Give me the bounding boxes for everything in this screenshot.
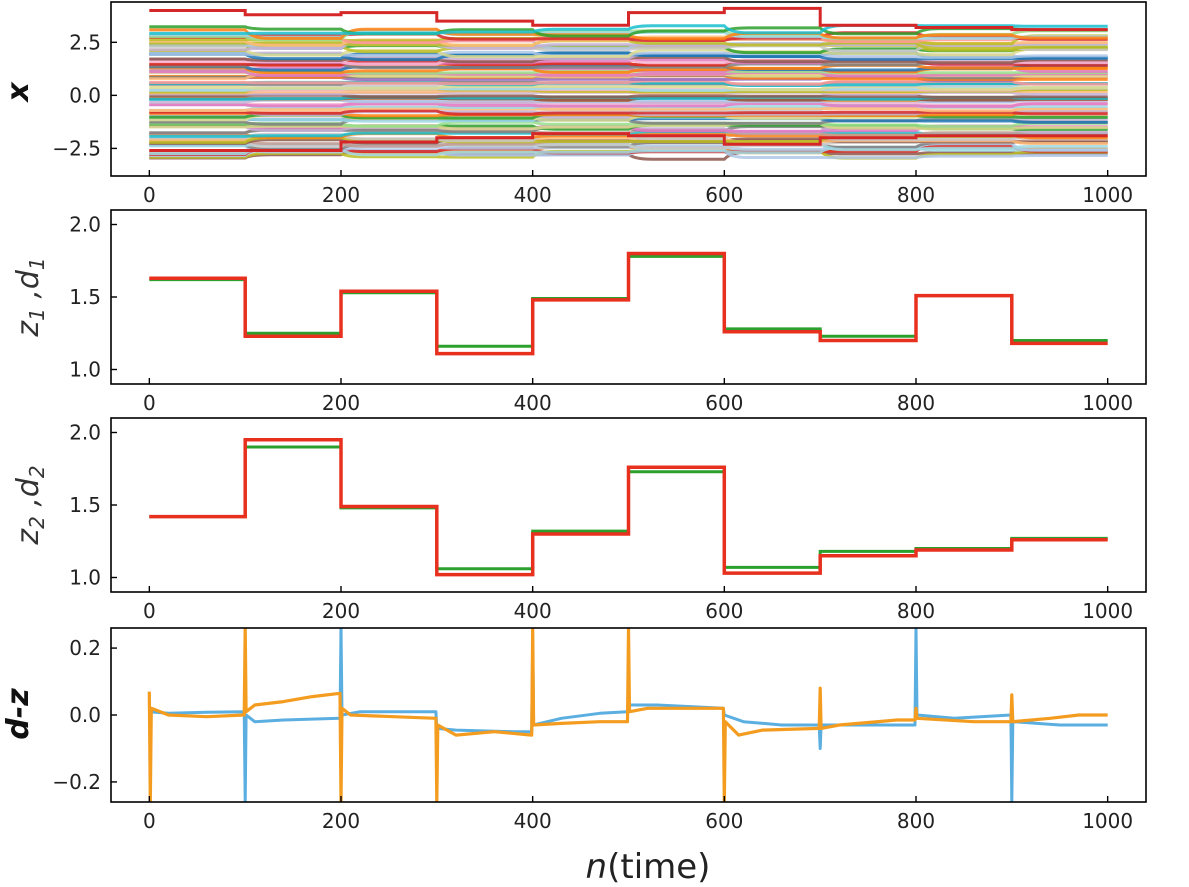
tick-group: 0 200 400 600 800 1000 −2.5 0.0 2.5: [52, 30, 1133, 207]
state-trajectory: [149, 109, 1108, 116]
x-tick-label: 0: [143, 183, 156, 207]
x-tick-label: 200: [322, 599, 360, 623]
z2-series-group: [149, 438, 1108, 577]
x-tick-label: 1000: [1082, 809, 1133, 833]
panel-d-minus-z: 0 200 400 600 800 1000 −0.2 0.0 0.2 d-z n(time): [1, 627, 1147, 887]
panel-x: 0 200 400 600 800 1000 −2.5 0.0 2.5 x: [1, 1, 1147, 207]
x-tick-label: 0: [143, 391, 156, 415]
state-trajectory: [149, 122, 1108, 131]
tick-group: 0 200 400 600 800 1000 −0.2 0.0 0.2: [52, 636, 1133, 833]
axes-frame: [110, 1, 1147, 177]
state-trajectory: [149, 106, 1108, 113]
x-tick-label: 0: [143, 599, 156, 623]
x-tick-label: 600: [705, 599, 743, 623]
y-tick-label: 0.2: [69, 636, 101, 660]
x-axis-label: n(time): [586, 847, 711, 887]
series-d1: [149, 251, 1108, 356]
y-tick-label: 1.5: [69, 493, 101, 517]
x-tick-label: 1000: [1082, 599, 1133, 623]
y-tick-label: 0.0: [69, 83, 101, 107]
x-tick-label: 600: [705, 391, 743, 415]
x-tick-label: 1000: [1082, 391, 1133, 415]
z1-series-group: [149, 251, 1108, 356]
y-tick-label: 2.5: [69, 30, 101, 54]
x-tick-label: 800: [897, 391, 935, 415]
series-d2: [149, 438, 1108, 577]
state-trajectory-top: [149, 6, 1108, 32]
state-trajectory: [149, 102, 1108, 108]
x-tick-label: 200: [322, 809, 360, 833]
y-tick-label: −0.2: [52, 770, 101, 794]
state-trajectory: [149, 24, 1108, 35]
x-tick-label: 800: [897, 809, 935, 833]
y-tick-label: 1.5: [69, 285, 101, 309]
tick-group: 0 200 400 600 800 1000 1.0 1.5 2.0: [69, 213, 1133, 416]
x-tick-label: 200: [322, 391, 360, 415]
y-axis-label: z2 ,d2: [11, 465, 49, 545]
panel-z2-d2: 0 200 400 600 800 1000 1.0 1.5 2.0 z2 ,d2: [11, 417, 1147, 624]
x-tick-label: 600: [705, 809, 743, 833]
x-tick-label: 400: [514, 809, 552, 833]
state-trajectory: [149, 70, 1108, 78]
y-tick-label: 2.0: [69, 213, 101, 237]
x-tick-label: 800: [897, 599, 935, 623]
y-tick-label: −2.5: [52, 136, 101, 160]
state-trajectory-bottom: [149, 132, 1108, 152]
x-tick-label: 800: [897, 183, 935, 207]
state-trajectory: [149, 51, 1108, 61]
state-trajectory: [149, 79, 1108, 86]
state-trajectory: [149, 85, 1108, 92]
panel-z1-d1: 0 200 400 600 800 1000 1.0 1.5 2.0 z1 ,d1: [11, 209, 1147, 416]
x-tick-label: 200: [322, 183, 360, 207]
dz-series-group: [147, 628, 1108, 802]
error-series-1: [149, 628, 1108, 802]
y-axis-label: x: [1, 81, 36, 104]
state-trajectory: [149, 47, 1108, 59]
x-tick-label: 400: [514, 183, 552, 207]
x-tick-label: 400: [514, 599, 552, 623]
y-tick-label: 2.0: [69, 421, 101, 445]
y-tick-label: 1.0: [69, 358, 101, 382]
y-axis-label: z1 ,d1: [11, 257, 49, 337]
y-axis-label: d-z: [1, 688, 36, 740]
y-tick-label: 0.0: [69, 703, 101, 727]
x-tick-label: 400: [514, 391, 552, 415]
error-series-2: [147, 628, 1108, 802]
x-tick-label: 0: [143, 809, 156, 833]
x-tick-label: 600: [705, 183, 743, 207]
x-tick-label: 1000: [1082, 183, 1133, 207]
y-tick-label: 1.0: [69, 566, 101, 590]
x-series-group: [149, 6, 1108, 161]
state-trajectory: [149, 25, 1108, 38]
tick-group: 0 200 400 600 800 1000 1.0 1.5 2.0: [69, 421, 1133, 624]
